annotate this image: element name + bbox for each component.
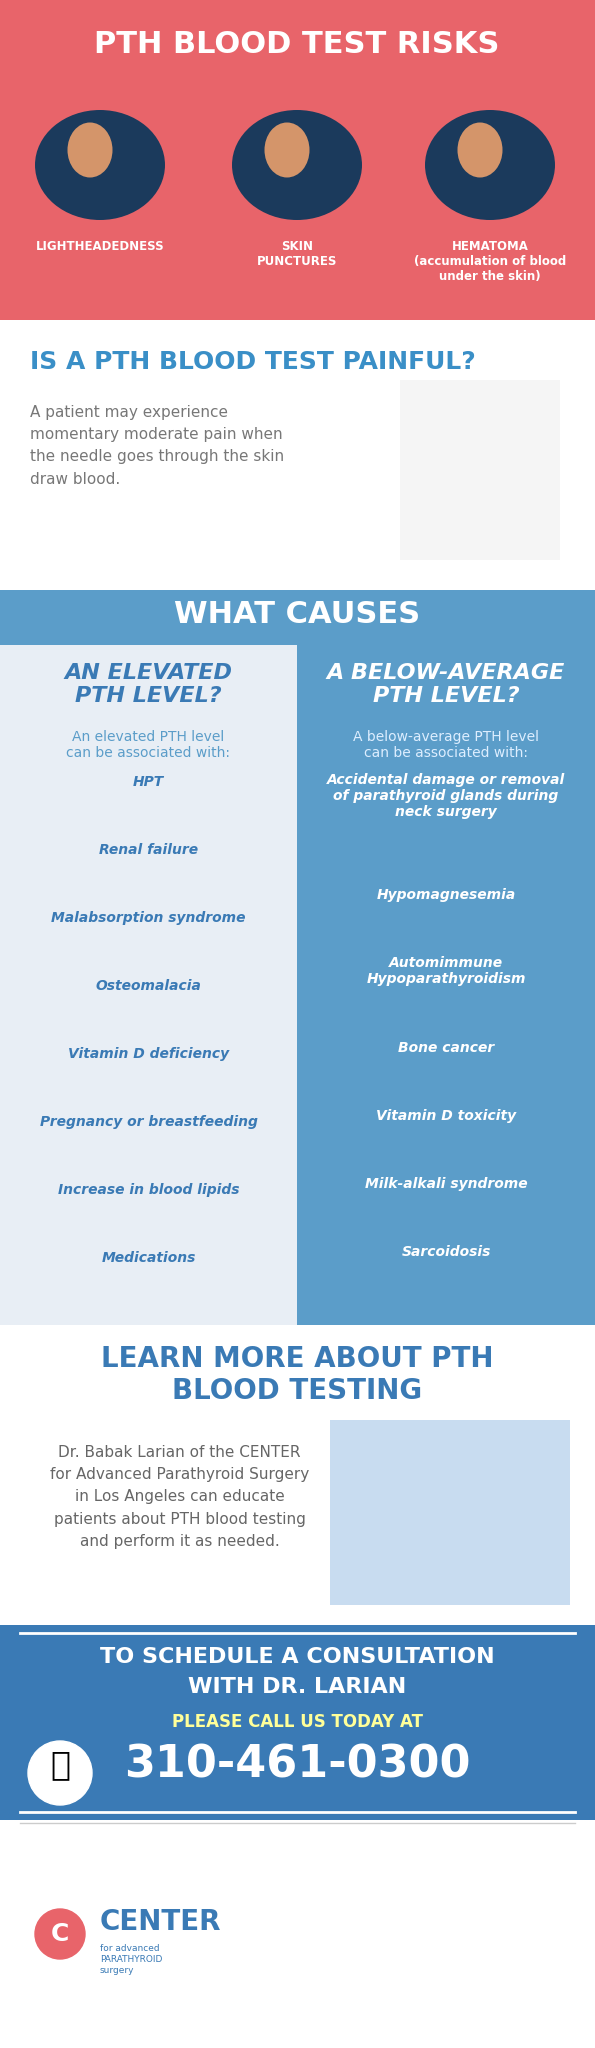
Text: An elevated PTH level
can be associated with:: An elevated PTH level can be associated …: [67, 729, 230, 760]
FancyBboxPatch shape: [330, 1419, 570, 1606]
Text: PTH BLOOD TEST RISKS: PTH BLOOD TEST RISKS: [95, 31, 500, 59]
FancyBboxPatch shape: [0, 590, 595, 645]
Text: WHAT CAUSES: WHAT CAUSES: [174, 600, 420, 629]
FancyBboxPatch shape: [0, 645, 297, 1325]
Circle shape: [28, 1741, 92, 1804]
Text: Hypomagnesemia: Hypomagnesemia: [377, 889, 516, 901]
Text: Osteomalacia: Osteomalacia: [96, 979, 202, 993]
Ellipse shape: [458, 123, 503, 178]
Text: Sarcoidosis: Sarcoidosis: [401, 1245, 491, 1260]
Text: Vitamin D deficiency: Vitamin D deficiency: [68, 1047, 229, 1061]
Text: Vitamin D toxicity: Vitamin D toxicity: [376, 1110, 516, 1122]
Text: Dr. Babak Larian of the CENTER
for Advanced Parathyroid Surgery
in Los Angeles c: Dr. Babak Larian of the CENTER for Advan…: [50, 1446, 309, 1548]
FancyBboxPatch shape: [0, 0, 595, 319]
Text: Increase in blood lipids: Increase in blood lipids: [58, 1184, 239, 1196]
Text: Pregnancy or breastfeeding: Pregnancy or breastfeeding: [39, 1114, 258, 1128]
Text: LEARN MORE ABOUT PTH
BLOOD TESTING: LEARN MORE ABOUT PTH BLOOD TESTING: [101, 1346, 493, 1405]
Text: Renal failure: Renal failure: [99, 844, 198, 856]
Text: Milk-alkali syndrome: Milk-alkali syndrome: [365, 1178, 527, 1192]
Circle shape: [35, 1909, 85, 1960]
FancyBboxPatch shape: [297, 645, 595, 1325]
Text: A patient may experience
momentary moderate pain when
the needle goes through th: A patient may experience momentary moder…: [30, 406, 284, 487]
Text: Bone cancer: Bone cancer: [398, 1040, 494, 1055]
FancyBboxPatch shape: [0, 1821, 595, 2048]
Text: A BELOW-AVERAGE
PTH LEVEL?: A BELOW-AVERAGE PTH LEVEL?: [327, 664, 565, 707]
Ellipse shape: [67, 123, 112, 178]
Text: PLEASE CALL US TODAY AT: PLEASE CALL US TODAY AT: [171, 1712, 422, 1731]
Text: TO SCHEDULE A CONSULTATION: TO SCHEDULE A CONSULTATION: [100, 1647, 494, 1667]
Ellipse shape: [425, 111, 555, 219]
Text: C: C: [51, 1921, 69, 1946]
Text: for advanced
PARATHYROID
surgery: for advanced PARATHYROID surgery: [100, 1944, 162, 1974]
FancyBboxPatch shape: [0, 1624, 595, 1821]
Text: Malabsorption syndrome: Malabsorption syndrome: [51, 911, 246, 926]
Text: HPT: HPT: [133, 774, 164, 788]
Text: HEMATOMA
(accumulation of blood
under the skin): HEMATOMA (accumulation of blood under th…: [414, 240, 566, 283]
Text: WITH DR. LARIAN: WITH DR. LARIAN: [188, 1677, 406, 1698]
Text: SKIN
PUNCTURES: SKIN PUNCTURES: [257, 240, 337, 268]
Text: 📱: 📱: [50, 1749, 70, 1782]
Text: AN ELEVATED
PTH LEVEL?: AN ELEVATED PTH LEVEL?: [64, 664, 233, 707]
Text: LIGHTHEADEDNESS: LIGHTHEADEDNESS: [36, 240, 164, 254]
FancyBboxPatch shape: [0, 1325, 595, 1624]
FancyBboxPatch shape: [0, 319, 595, 590]
Text: 310-461-0300: 310-461-0300: [124, 1743, 470, 1786]
Text: CENTER: CENTER: [100, 1909, 221, 1935]
Text: Medications: Medications: [101, 1251, 196, 1266]
FancyBboxPatch shape: [400, 381, 560, 559]
Ellipse shape: [265, 123, 309, 178]
Text: IS A PTH BLOOD TEST PAINFUL?: IS A PTH BLOOD TEST PAINFUL?: [30, 350, 476, 375]
Text: Automimmune
Hypoparathyroidism: Automimmune Hypoparathyroidism: [367, 956, 526, 987]
Text: A below-average PTH level
can be associated with:: A below-average PTH level can be associa…: [353, 729, 539, 760]
Ellipse shape: [232, 111, 362, 219]
Text: Accidental damage or removal
of parathyroid glands during
neck surgery: Accidental damage or removal of parathyr…: [327, 772, 565, 819]
Ellipse shape: [35, 111, 165, 219]
